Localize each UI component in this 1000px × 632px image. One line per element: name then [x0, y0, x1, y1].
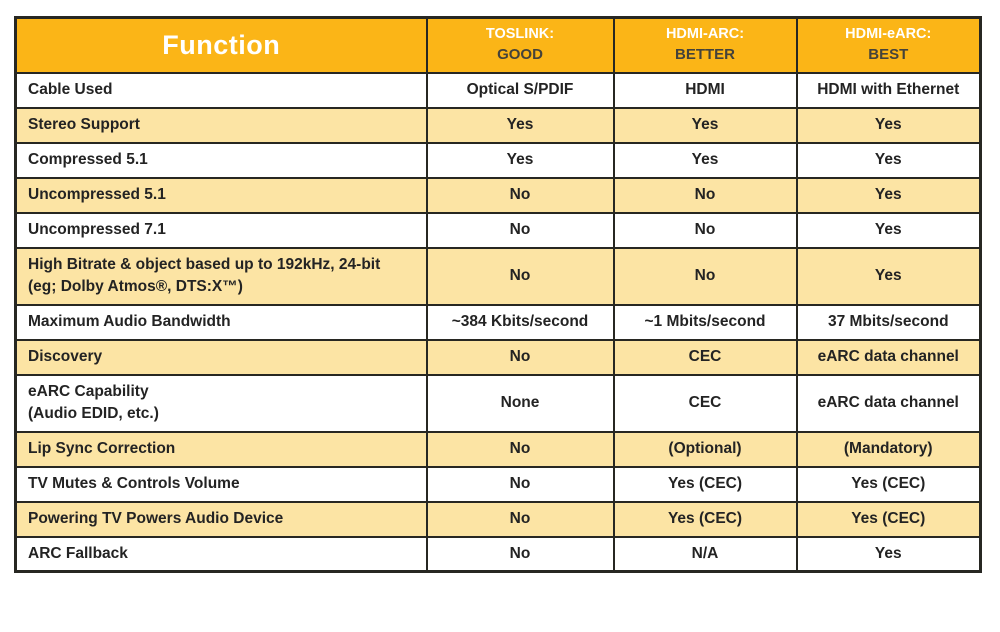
column-header-function: Function	[14, 16, 428, 74]
hdmi-earc-value-cell: (Mandatory)	[795, 430, 982, 468]
toslink-value-cell: No	[425, 430, 615, 468]
table-row: Uncompressed 5.1 No No Yes	[14, 176, 982, 214]
hdmi-arc-value-cell: Yes	[612, 106, 798, 144]
table-row: Lip Sync Correction No (Optional) (Manda…	[14, 430, 982, 468]
table-row: eARC Capability (Audio EDID, etc.) None …	[14, 373, 982, 433]
function-label-cell: TV Mutes & Controls Volume	[14, 465, 428, 503]
hdmi-arc-value-cell: CEC	[612, 373, 798, 433]
table-row: Uncompressed 7.1 No No Yes	[14, 211, 982, 249]
function-label-cell: ARC Fallback	[14, 535, 428, 573]
hdmi-earc-value-cell: Yes	[795, 535, 982, 573]
hdmi-arc-value-cell: Yes (CEC)	[612, 500, 798, 538]
toslink-value-cell: Optical S/PDIF	[425, 71, 615, 109]
function-label-cell: High Bitrate & object based up to 192kHz…	[14, 246, 428, 306]
function-label-cell: Lip Sync Correction	[14, 430, 428, 468]
hdmi-earc-value-cell: eARC data channel	[795, 338, 982, 376]
toslink-value-cell: ~384 Kbits/second	[425, 303, 615, 341]
function-label-cell: Uncompressed 5.1	[14, 176, 428, 214]
column-grade-badge: BEST	[868, 45, 909, 63]
column-grade-badge: BETTER	[675, 45, 735, 63]
table-row: Compressed 5.1 Yes Yes Yes	[14, 141, 982, 179]
toslink-value-cell: Yes	[425, 141, 615, 179]
table-body: Cable Used Optical S/PDIF HDMI HDMI with…	[14, 71, 982, 573]
hdmi-earc-value-cell: 37 Mbits/second	[795, 303, 982, 341]
column-header-hdmi-earc: HDMI-eARC: BEST	[795, 16, 982, 74]
table-row: Maximum Audio Bandwidth ~384 Kbits/secon…	[14, 303, 982, 341]
hdmi-arc-value-cell: Yes	[612, 141, 798, 179]
audio-connection-comparison-table: Function TOSLINK: GOOD HDMI-ARC: BETTER …	[14, 16, 982, 573]
table-row: High Bitrate & object based up to 192kHz…	[14, 246, 982, 306]
function-label-cell: Stereo Support	[14, 106, 428, 144]
hdmi-arc-value-cell: Yes (CEC)	[612, 465, 798, 503]
hdmi-arc-value-cell: No	[612, 246, 798, 306]
hdmi-arc-value-cell: CEC	[612, 338, 798, 376]
toslink-value-cell: No	[425, 465, 615, 503]
toslink-value-cell: None	[425, 373, 615, 433]
toslink-value-cell: No	[425, 211, 615, 249]
hdmi-earc-value-cell: HDMI with Ethernet	[795, 71, 982, 109]
hdmi-earc-value-cell: Yes (CEC)	[795, 465, 982, 503]
table-row: Cable Used Optical S/PDIF HDMI HDMI with…	[14, 71, 982, 109]
hdmi-earc-value-cell: Yes	[795, 176, 982, 214]
function-label-cell: eARC Capability (Audio EDID, etc.)	[14, 373, 428, 433]
hdmi-arc-value-cell: No	[612, 176, 798, 214]
function-label-cell: Discovery	[14, 338, 428, 376]
hdmi-earc-value-cell: eARC data channel	[795, 373, 982, 433]
function-label-cell: Uncompressed 7.1	[14, 211, 428, 249]
function-label-cell: Compressed 5.1	[14, 141, 428, 179]
toslink-value-cell: No	[425, 535, 615, 573]
table-row: Stereo Support Yes Yes Yes	[14, 106, 982, 144]
column-title: HDMI-ARC:	[665, 26, 745, 43]
function-label-cell: Maximum Audio Bandwidth	[14, 303, 428, 341]
toslink-value-cell: No	[425, 176, 615, 214]
table-row: Powering TV Powers Audio Device No Yes (…	[14, 500, 982, 538]
table-header: Function TOSLINK: GOOD HDMI-ARC: BETTER …	[14, 16, 982, 74]
function-label-cell: Cable Used	[14, 71, 428, 109]
toslink-value-cell: Yes	[425, 106, 615, 144]
column-header-hdmi-arc: HDMI-ARC: BETTER	[612, 16, 798, 74]
hdmi-arc-value-cell: (Optional)	[612, 430, 798, 468]
function-label-cell: Powering TV Powers Audio Device	[14, 500, 428, 538]
hdmi-earc-value-cell: Yes	[795, 141, 982, 179]
column-header-toslink: TOSLINK: GOOD	[425, 16, 615, 74]
table-row: TV Mutes & Controls Volume No Yes (CEC) …	[14, 465, 982, 503]
table-row: ARC Fallback No N/A Yes	[14, 535, 982, 573]
hdmi-arc-value-cell: N/A	[612, 535, 798, 573]
toslink-value-cell: No	[425, 338, 615, 376]
hdmi-arc-value-cell: ~1 Mbits/second	[612, 303, 798, 341]
column-grade-badge: GOOD	[497, 45, 543, 63]
hdmi-earc-value-cell: Yes (CEC)	[795, 500, 982, 538]
hdmi-earc-value-cell: Yes	[795, 211, 982, 249]
hdmi-arc-value-cell: HDMI	[612, 71, 798, 109]
table-row: Discovery No CEC eARC data channel	[14, 338, 982, 376]
hdmi-earc-value-cell: Yes	[795, 106, 982, 144]
column-title: TOSLINK:	[485, 26, 555, 43]
header-row: Function TOSLINK: GOOD HDMI-ARC: BETTER …	[14, 16, 982, 74]
hdmi-earc-value-cell: Yes	[795, 246, 982, 306]
column-title: HDMI-eARC:	[845, 26, 932, 43]
toslink-value-cell: No	[425, 246, 615, 306]
comparison-table-container: Function TOSLINK: GOOD HDMI-ARC: BETTER …	[14, 16, 982, 614]
toslink-value-cell: No	[425, 500, 615, 538]
hdmi-arc-value-cell: No	[612, 211, 798, 249]
